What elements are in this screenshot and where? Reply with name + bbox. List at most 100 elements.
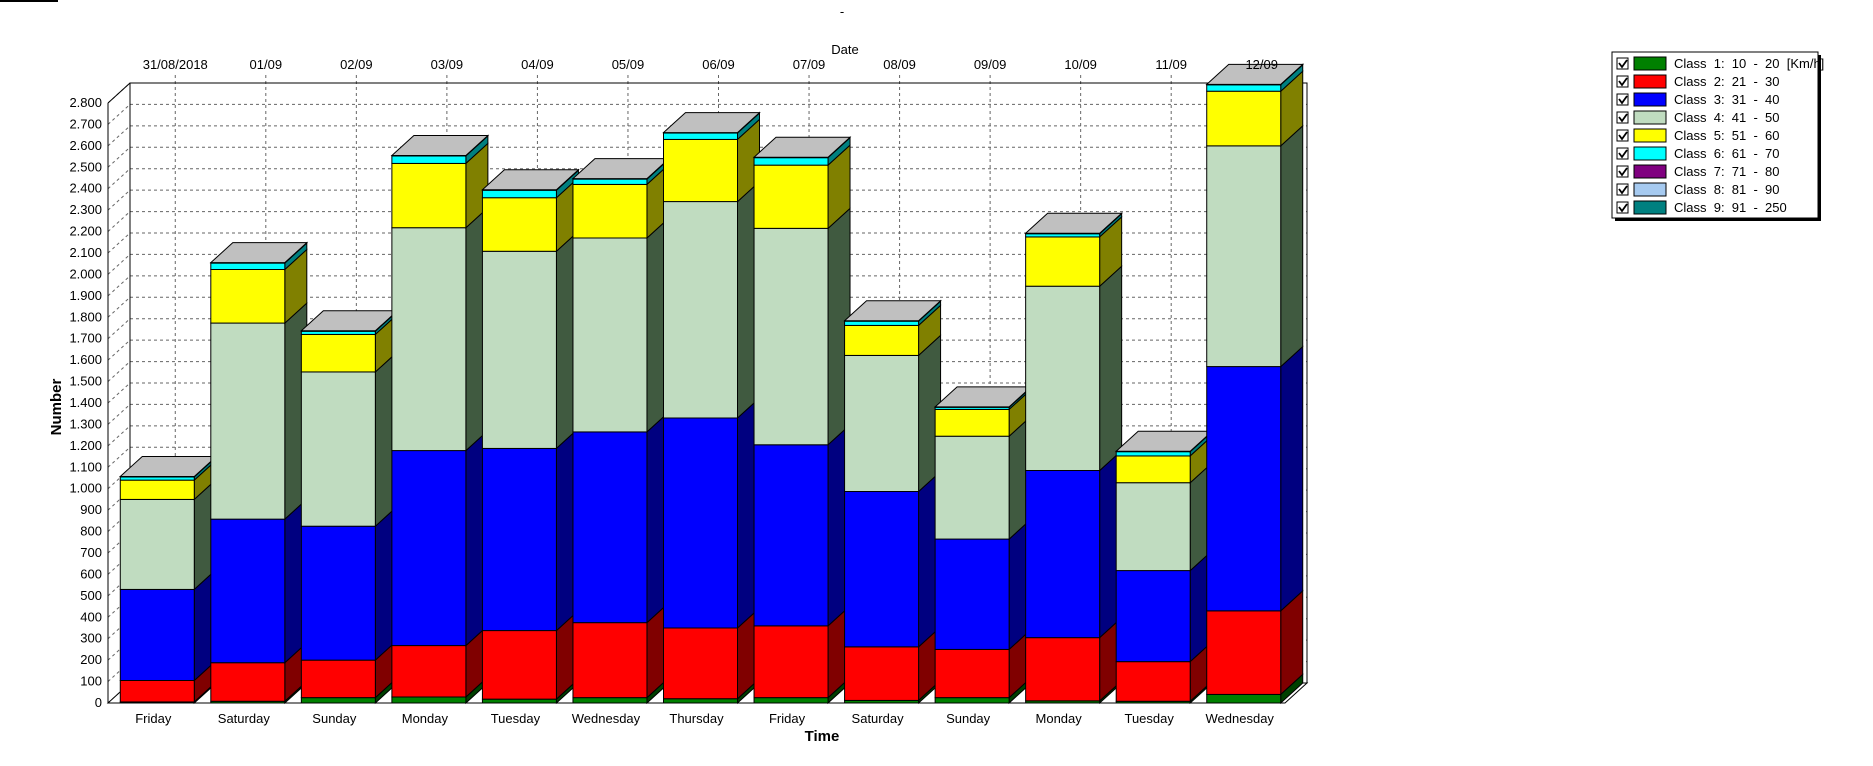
- bar-segment: [1025, 285, 1101, 472]
- legend-item[interactable]: Class 6: 61 - 70: [1616, 146, 1780, 161]
- top-date-label: 31/08/2018: [143, 57, 208, 72]
- bar-segment: [210, 518, 286, 664]
- legend-checkbox[interactable]: [1616, 129, 1629, 142]
- legend-item[interactable]: Class 5: 51 - 60: [1616, 128, 1780, 143]
- y-tick-label: 400: [80, 609, 102, 624]
- legend-label: Class 8: 81 - 90: [1674, 182, 1780, 197]
- bar-segment: [663, 132, 738, 140]
- legend-checkbox[interactable]: [1616, 93, 1629, 106]
- legend-checkbox[interactable]: [1616, 111, 1629, 124]
- legend-checkbox[interactable]: [1616, 75, 1629, 88]
- bar-segment: [753, 164, 829, 229]
- bar-stack: [662, 111, 761, 705]
- bar-stack: [481, 168, 580, 705]
- y-tick-label: 900: [80, 502, 102, 517]
- bar-segment: [391, 450, 467, 647]
- bar-segment: [1115, 661, 1191, 702]
- bar-segment: [753, 697, 829, 704]
- bar-top: [481, 169, 580, 191]
- top-axis-label: Date: [831, 42, 858, 57]
- legend-item[interactable]: Class 9: 91 - 250: [1616, 200, 1787, 215]
- legend-label: Class 9: 91 - 250: [1674, 200, 1787, 215]
- gridline-wall: [107, 275, 131, 297]
- legend-item[interactable]: Class 8: 81 - 90: [1616, 182, 1780, 197]
- bar-top: [752, 136, 852, 158]
- legend-item[interactable]: Class 1: 10 - 20 [Km/h]: [1616, 56, 1824, 71]
- bar-stack: [1024, 212, 1123, 705]
- legend-item[interactable]: Class 7: 71 - 80: [1616, 164, 1780, 179]
- y-tick-label: 1.600: [69, 352, 102, 367]
- y-tick-label: 1.500: [69, 374, 102, 389]
- bar-segment: [1206, 366, 1282, 612]
- y-tick-label: 100: [80, 674, 102, 689]
- legend-label: Class 3: 31 - 40: [1674, 92, 1780, 107]
- top-date-label: 06/09: [702, 57, 735, 72]
- bar-stack: [933, 385, 1033, 705]
- bar-segment: [391, 155, 467, 164]
- y-tick-label: 0: [95, 695, 102, 710]
- gridline-wall: [107, 189, 131, 211]
- top-date-label: 07/09: [793, 57, 826, 72]
- legend-swatch: [1633, 56, 1667, 71]
- gridline-wall: [107, 446, 131, 468]
- bar-segment: [1115, 451, 1191, 457]
- top-date-label: 12/09: [1245, 57, 1278, 72]
- checkmark-icon: [1618, 149, 1628, 159]
- top-date-label: 10/09: [1064, 57, 1097, 72]
- legend-item[interactable]: Class 3: 31 - 40: [1616, 92, 1780, 107]
- legend-item[interactable]: Class 2: 21 - 30: [1616, 74, 1780, 89]
- bar-segment: [663, 201, 738, 419]
- legend-label: Class 2: 21 - 30: [1674, 74, 1780, 89]
- legend-checkbox[interactable]: [1616, 147, 1629, 160]
- legend[interactable]: Class 1: 10 - 20 [Km/h] Class 2: 21 - 30 C…: [1611, 51, 1824, 221]
- bar-stack: [390, 134, 490, 705]
- bar-segment: [572, 178, 648, 185]
- y-tick-label: 1.000: [69, 481, 102, 496]
- bar-segment: [572, 697, 648, 704]
- bar-top: [209, 242, 309, 264]
- legend-checkbox[interactable]: [1616, 165, 1629, 178]
- bar-segment: [1206, 693, 1282, 704]
- top-date-label: 09/09: [974, 57, 1007, 72]
- bar-segment: [300, 697, 376, 704]
- top-mark: -: [840, 4, 844, 19]
- y-tick-label: 2.100: [69, 245, 102, 260]
- y-tick-label: 2.400: [69, 181, 102, 196]
- bar-segment: [844, 354, 920, 492]
- legend-item[interactable]: Class 4: 41 - 50: [1616, 110, 1780, 125]
- legend-label: Class 5: 51 - 60: [1674, 128, 1780, 143]
- bar-segment: [663, 138, 738, 203]
- bar-stack: [300, 309, 399, 705]
- y-tick-label: 1.800: [69, 309, 102, 324]
- y-tick-label: 2.300: [69, 202, 102, 217]
- bar-segment: [934, 697, 1010, 704]
- bar-segment: [572, 237, 648, 433]
- y-tick-label: 1.300: [69, 416, 102, 431]
- y-tick-label: 2.200: [69, 224, 102, 239]
- gridline-wall: [107, 318, 131, 340]
- legend-label: Class 7: 71 - 80: [1674, 164, 1780, 179]
- legend-label: Class 4: 41 - 50: [1674, 110, 1780, 125]
- bar-segment: [210, 269, 286, 324]
- x-tick-label: Saturday: [218, 711, 271, 726]
- bar-segment: [1025, 637, 1101, 702]
- top-date-label: 03/09: [431, 57, 464, 72]
- bar-segment: [119, 498, 195, 590]
- legend-swatch: [1633, 128, 1667, 143]
- top-date-label: 01/09: [250, 57, 283, 72]
- checkmark-icon: [1618, 113, 1628, 123]
- x-tick-label: Wednesday: [1206, 711, 1275, 726]
- checkmark-icon: [1618, 59, 1628, 69]
- bar-segment: [1115, 570, 1191, 663]
- legend-swatch: [1633, 182, 1667, 197]
- y-tick-label: 2.500: [69, 159, 102, 174]
- y-tick-label: 500: [80, 588, 102, 603]
- legend-checkbox[interactable]: [1616, 57, 1629, 70]
- legend-checkbox[interactable]: [1616, 201, 1629, 214]
- legend-checkbox[interactable]: [1616, 183, 1629, 196]
- x-tick-label: Saturday: [852, 711, 905, 726]
- bar-segment: [844, 646, 920, 701]
- bar-segment: [300, 659, 376, 699]
- bar-segment: [1025, 470, 1101, 639]
- gridline-wall: [107, 382, 131, 404]
